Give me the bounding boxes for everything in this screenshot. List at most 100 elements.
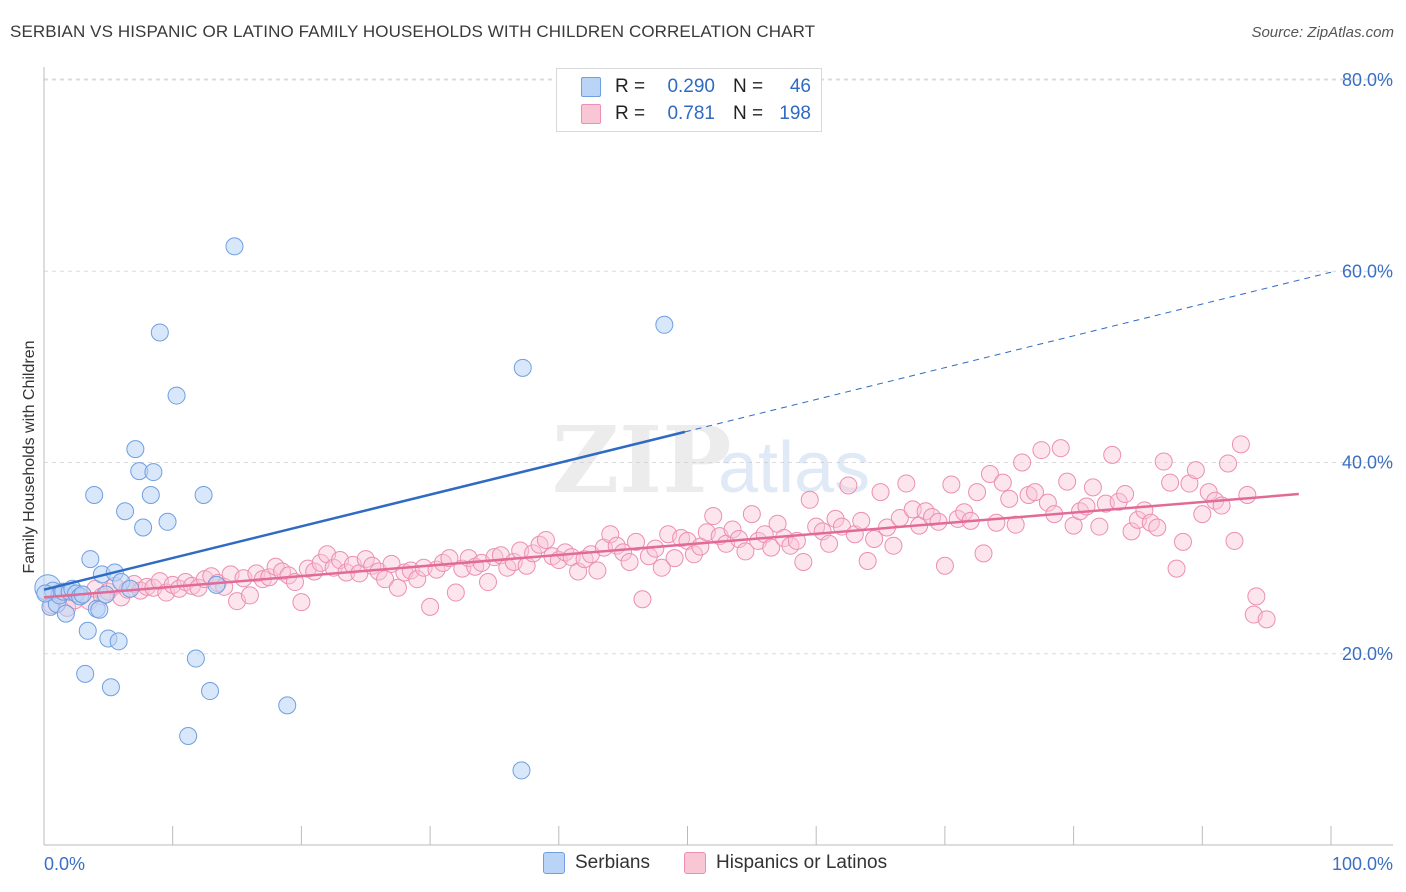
legend-n-value: 46	[789, 76, 811, 97]
serbian-point	[167, 386, 186, 405]
hispanic-point	[1193, 505, 1212, 524]
serbian-point	[201, 682, 220, 701]
hispanic-point	[871, 483, 890, 502]
serbian-point	[109, 632, 128, 651]
hispanic-point	[742, 505, 761, 524]
trend-line-serbians	[43, 430, 686, 591]
hispanic-point	[826, 509, 845, 528]
x-tick-label: 0.0%	[44, 854, 85, 874]
hispanic-point	[839, 476, 858, 495]
bottom-legend-label-serbians: Serbians	[575, 852, 650, 873]
hispanic-point	[620, 552, 639, 571]
hispanic-point	[1122, 522, 1141, 541]
hispanic-point	[356, 550, 375, 569]
hispanic-point	[800, 490, 819, 509]
legend-n-label: N =	[733, 103, 764, 124]
tick-labels: 20.0% 40.0% 60.0% 80.0% 0.0% 100.0%	[44, 70, 1393, 874]
series-serbians-points	[34, 237, 674, 780]
hispanic-point	[968, 483, 987, 502]
watermark: ZIP atlas	[552, 406, 870, 514]
serbian-point	[194, 486, 213, 505]
serbian-point	[158, 512, 177, 531]
serbian-point	[81, 550, 100, 569]
hispanic-point	[665, 549, 684, 568]
hispanic-point	[762, 538, 781, 557]
hispanic-point	[897, 474, 916, 493]
hispanic-point	[421, 597, 440, 616]
hispanic-point	[865, 530, 884, 548]
serbian-point	[150, 323, 169, 342]
hispanic-point	[723, 520, 742, 539]
hispanic-point	[794, 552, 813, 571]
hispanic-point	[704, 507, 723, 526]
legend-r-value: 0.290	[667, 76, 715, 97]
hispanic-point	[1025, 483, 1044, 502]
legend-r-label: R =	[615, 103, 646, 124]
serbian-point	[512, 761, 531, 780]
hispanic-point	[974, 544, 993, 563]
hispanic-point	[1238, 486, 1257, 505]
hispanic-point	[446, 583, 465, 602]
serbian-point	[225, 237, 244, 256]
bottom-legend-swatch-serbians	[543, 852, 565, 874]
hispanic-point	[1173, 532, 1192, 551]
hispanic-point	[240, 586, 259, 605]
hispanic-point	[627, 532, 646, 551]
y-tick-label: 20.0%	[1342, 644, 1393, 664]
hispanic-point	[1000, 489, 1019, 508]
legend-row-serbians: R = 0.290 N = 46	[581, 75, 811, 99]
hispanic-point	[684, 545, 703, 564]
hispanic-point	[1225, 531, 1244, 550]
legend-r-value: 0.781	[667, 103, 715, 124]
legend-n-value: 198	[779, 103, 811, 124]
y-tick-label: 80.0%	[1342, 70, 1393, 90]
hispanic-point	[858, 551, 877, 570]
hispanic-point	[1247, 587, 1266, 606]
serbian-point	[96, 585, 115, 604]
serbian-point	[90, 600, 109, 619]
serbian-point	[78, 621, 97, 640]
y-axis-title: Family Households with Children	[21, 341, 38, 574]
hispanic-point	[1038, 493, 1057, 512]
hispanic-point	[536, 530, 555, 549]
hispanic-point	[601, 525, 620, 544]
hispanic-point	[1083, 478, 1102, 497]
legend-row-hispanics: R = 0.781 N = 198	[581, 102, 811, 126]
hispanic-point	[388, 578, 407, 597]
bottom-legend-hispanics: Hispanics or Latinos	[684, 852, 887, 874]
hispanic-point	[1032, 441, 1051, 460]
serbian-point	[56, 604, 75, 623]
serbian-point	[101, 678, 120, 697]
hispanic-point	[1013, 453, 1032, 472]
serbian-point	[134, 518, 153, 537]
hispanic-point	[479, 573, 498, 592]
serbian-point	[141, 486, 160, 505]
serbian-point	[76, 664, 95, 683]
hispanic-point	[942, 475, 961, 494]
hispanic-point	[1058, 472, 1077, 491]
hispanic-point	[408, 570, 427, 589]
hispanic-point	[884, 536, 903, 555]
x-tick-label: 100.0%	[1332, 854, 1393, 874]
hispanic-point	[1219, 454, 1238, 473]
watermark-zip: ZIP	[552, 406, 731, 514]
legend-n-label: N =	[733, 76, 764, 97]
hispanic-point	[1154, 452, 1173, 471]
serbian-point	[207, 575, 226, 594]
source-label: Source: ZipAtlas.com	[1251, 24, 1394, 41]
axes	[43, 67, 1393, 846]
hispanic-point	[376, 570, 395, 589]
serbian-point	[278, 696, 297, 715]
legend-swatch-serbians	[581, 77, 601, 97]
hispanic-point	[852, 511, 871, 530]
hispanic-point	[987, 513, 1006, 532]
hispanic-point	[929, 512, 948, 531]
hispanic-point	[980, 464, 999, 483]
serbian-point	[655, 315, 674, 334]
gridlines	[44, 78, 1393, 655]
y-tick-label: 40.0%	[1342, 453, 1393, 473]
bottom-legend-swatch-hispanics	[684, 852, 706, 874]
hispanic-point	[935, 556, 954, 575]
hispanic-point	[1051, 439, 1070, 458]
